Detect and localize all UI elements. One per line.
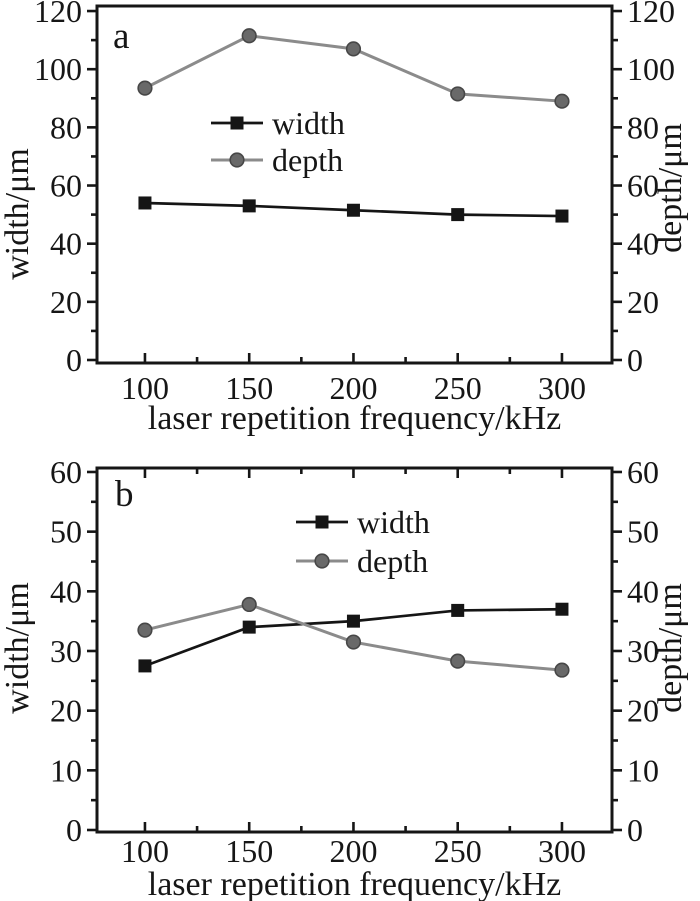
y-tick-label-left: 20: [50, 693, 82, 729]
y-tick-label-left: 120: [34, 0, 82, 29]
x-axis-label: laser repetition frequency/kHz: [148, 400, 561, 437]
legend-label-width: width: [272, 105, 345, 141]
x-tick-label: 300: [538, 833, 586, 869]
y-tick-label-left: 40: [50, 226, 82, 262]
y-tick-label-left: 10: [50, 752, 82, 788]
width-marker: [230, 116, 244, 130]
y-tick-label-right: 60: [627, 454, 659, 490]
y-tick-label-right: 40: [627, 573, 659, 609]
depth-marker: [450, 86, 466, 102]
y-axis-label-left: width/μm: [0, 148, 36, 280]
legend-label-depth: depth: [272, 142, 343, 178]
x-axis-label: laser repetition frequency/kHz: [148, 866, 561, 901]
x-tick-label: 100: [121, 370, 169, 406]
y-tick-label-left: 80: [50, 109, 82, 145]
y-tick-label-right: 20: [627, 284, 659, 320]
plot-border: [95, 466, 614, 834]
width-marker: [138, 659, 152, 673]
y-tick-label-right: 100: [627, 51, 675, 87]
depth-marker: [137, 622, 153, 638]
x-tick-label: 150: [225, 833, 273, 869]
y-tick-label-left: 0: [66, 812, 82, 848]
y-tick-label-left: 0: [66, 342, 82, 378]
y-tick-label-right: 30: [627, 633, 659, 669]
depth-marker: [241, 596, 257, 613]
x-tick-label: 200: [329, 370, 377, 406]
plot-border: [95, 4, 614, 365]
width-marker: [242, 620, 256, 634]
width-marker: [451, 603, 465, 617]
width-marker: [555, 209, 569, 223]
y-tick-label-right: 40: [627, 226, 659, 262]
y-tick-label-left: 60: [50, 454, 82, 490]
y-tick-label-right: 20: [627, 693, 659, 729]
width-marker: [346, 614, 360, 628]
width-marker: [451, 208, 465, 222]
y-tick-label-right: 0: [627, 342, 643, 378]
panel-b: 0 0 10 10 20 20 30 30 40 40 50 50 60 60 100 150 200 250 30…: [0, 454, 689, 901]
x-tick-label: 100: [121, 833, 169, 869]
y-axis-label-right: depth/μm: [652, 583, 689, 713]
panel-letter: b: [115, 474, 134, 515]
depth-marker: [345, 634, 362, 650]
depth-marker: [345, 41, 362, 57]
legend-label-width: width: [357, 504, 430, 540]
y-tick-label-right: 50: [627, 514, 659, 550]
y-tick-label-left: 40: [50, 573, 82, 609]
y-tick-label-right: 10: [627, 752, 659, 788]
depth-marker: [450, 653, 466, 669]
y-tick-label-right: 120: [627, 0, 675, 29]
depth-marker: [554, 662, 570, 678]
y-tick-label-left: 50: [50, 514, 82, 550]
width-marker: [555, 602, 569, 616]
x-tick-label: 250: [434, 833, 482, 869]
y-tick-label-left: 20: [50, 284, 82, 320]
depth-marker: [137, 80, 153, 96]
depth-marker: [314, 553, 330, 569]
y-axis-label-right: depth/μm: [652, 123, 689, 253]
y-tick-label-right: 60: [627, 168, 659, 204]
panel-a: 0 0 20 20 40 40 60 60 80 80 100 100 120 120 100 150 200 2…: [0, 0, 689, 437]
x-tick-label: 300: [538, 370, 586, 406]
legend-label-depth: depth: [357, 543, 428, 579]
width-marker: [242, 199, 256, 213]
width-marker: [315, 515, 329, 529]
panel-letter: a: [113, 16, 129, 57]
width-marker: [138, 196, 152, 210]
y-tick-label-left: 60: [50, 168, 82, 204]
x-tick-label: 200: [329, 833, 377, 869]
depth-marker: [241, 28, 257, 44]
y-tick-label-right: 80: [627, 109, 659, 145]
y-tick-label-left: 30: [50, 633, 82, 669]
y-tick-label-left: 100: [34, 51, 82, 87]
y-tick-label-right: 0: [627, 812, 643, 848]
x-tick-label: 250: [434, 370, 482, 406]
depth-marker: [229, 152, 245, 168]
width-marker: [346, 203, 360, 217]
y-axis-label-left: width/μm: [0, 582, 36, 714]
depth-marker: [554, 93, 570, 109]
x-tick-label: 150: [225, 370, 273, 406]
